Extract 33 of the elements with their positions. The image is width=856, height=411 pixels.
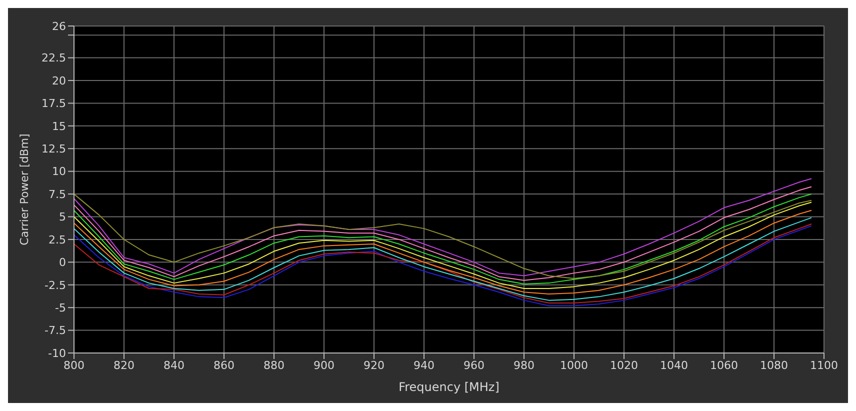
y-tick-label: 10: [52, 165, 66, 178]
x-tick-label: 900: [314, 358, 334, 372]
x-tick-label: 800: [64, 358, 84, 372]
x-tick-label: 880: [264, 358, 284, 372]
x-tick-label: 960: [464, 358, 484, 372]
x-tick-label: 1000: [560, 358, 588, 372]
x-tick-label: 860: [214, 358, 234, 372]
x-tick-label: 980: [514, 358, 534, 372]
x-tick-label: 840: [164, 358, 184, 372]
y-tick-label: 12.5: [42, 142, 66, 156]
y-axis-title: Carrier Power [dBm]: [18, 134, 31, 246]
y-tick-label: 7.5: [48, 188, 66, 201]
y-tick-label: 17.5: [42, 97, 66, 110]
y-tick-label: 5: [59, 210, 66, 224]
y-tick-label: -7.5: [44, 324, 66, 338]
y-tick-label: 15: [52, 120, 66, 133]
x-tick-label: 1100: [810, 358, 838, 372]
y-tick-label: -2.5: [44, 278, 66, 292]
x-tick-label: 1020: [610, 358, 638, 372]
y-tick-label: -5: [55, 301, 66, 314]
x-axis-title: Frequency [MHz]: [398, 380, 500, 394]
y-tick-label: 22.5: [42, 52, 66, 65]
x-tick-label: 920: [364, 358, 384, 372]
x-tick-label: 820: [114, 358, 134, 372]
y-tick-label: 2.5: [48, 233, 66, 246]
x-tick-label: 940: [414, 358, 434, 372]
y-tick-label: 20: [52, 74, 66, 88]
x-tick-label: 1060: [710, 358, 738, 372]
x-tick-label: 1080: [760, 358, 788, 372]
x-tick-label: 1040: [660, 358, 688, 372]
y-tick-label: 0: [59, 256, 66, 270]
y-tick-label: -10: [48, 346, 66, 360]
y-tick-label: 26: [52, 20, 66, 33]
